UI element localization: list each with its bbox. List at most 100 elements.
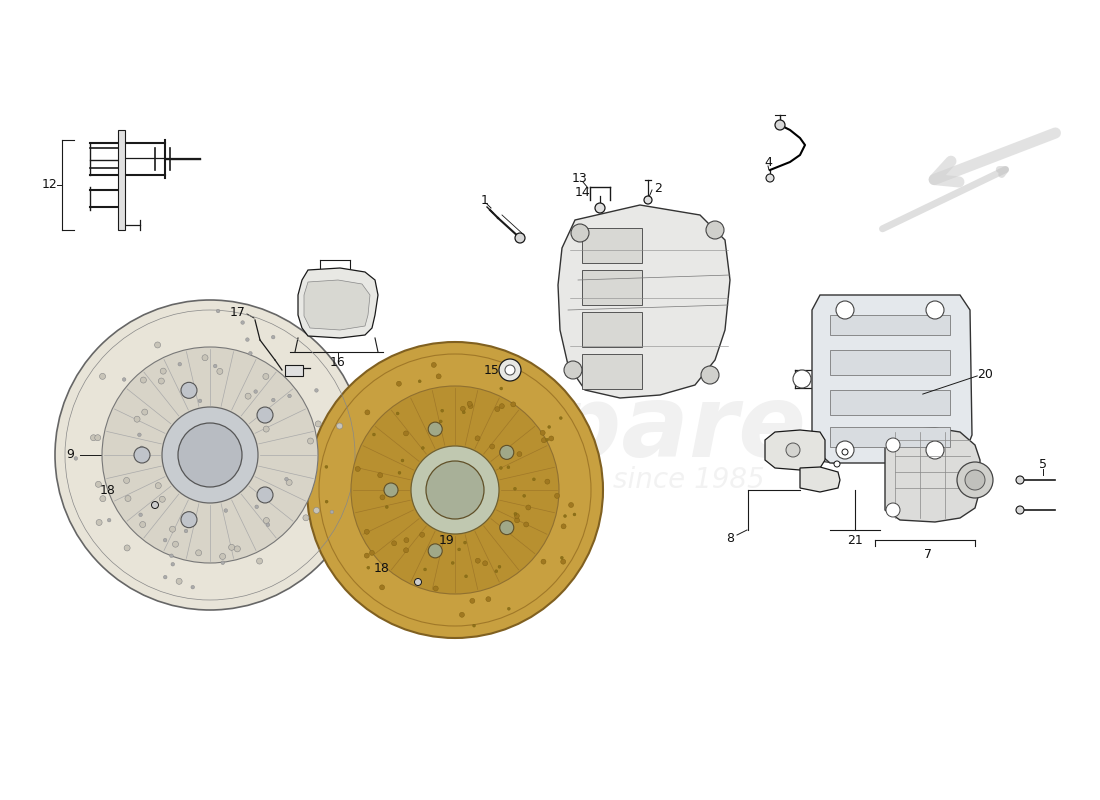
Bar — [285, 365, 303, 376]
Circle shape — [364, 530, 370, 534]
Circle shape — [384, 483, 398, 497]
Circle shape — [163, 538, 167, 542]
Circle shape — [499, 359, 521, 381]
Circle shape — [544, 479, 550, 484]
Circle shape — [74, 457, 78, 460]
Circle shape — [561, 524, 566, 529]
Circle shape — [507, 466, 510, 469]
Circle shape — [155, 342, 161, 348]
Circle shape — [155, 482, 162, 489]
Circle shape — [100, 496, 106, 502]
Circle shape — [141, 377, 146, 383]
Polygon shape — [764, 430, 825, 470]
Circle shape — [532, 478, 536, 481]
Circle shape — [217, 310, 220, 313]
Circle shape — [217, 368, 223, 374]
Circle shape — [319, 354, 591, 626]
Circle shape — [266, 414, 272, 420]
Circle shape — [1016, 506, 1024, 514]
Circle shape — [108, 518, 111, 522]
Circle shape — [490, 444, 495, 449]
Circle shape — [302, 514, 309, 521]
Circle shape — [379, 585, 385, 590]
Text: 16: 16 — [330, 355, 345, 369]
Circle shape — [766, 174, 774, 182]
Circle shape — [573, 513, 576, 516]
Circle shape — [548, 426, 551, 429]
Circle shape — [123, 478, 130, 483]
Circle shape — [404, 431, 408, 436]
Polygon shape — [886, 428, 980, 522]
Circle shape — [324, 466, 328, 468]
Circle shape — [483, 561, 487, 566]
Circle shape — [263, 426, 270, 432]
Circle shape — [392, 541, 397, 546]
Circle shape — [1016, 476, 1024, 484]
Circle shape — [505, 374, 509, 380]
Circle shape — [160, 496, 165, 502]
Circle shape — [499, 404, 505, 409]
Circle shape — [249, 351, 252, 355]
Circle shape — [178, 423, 242, 487]
Text: 18: 18 — [374, 562, 389, 574]
Circle shape — [644, 196, 652, 204]
Text: 21: 21 — [847, 534, 862, 546]
Circle shape — [102, 347, 318, 563]
Circle shape — [314, 507, 319, 514]
Circle shape — [96, 519, 102, 526]
Circle shape — [701, 366, 719, 384]
Circle shape — [473, 624, 475, 627]
Circle shape — [337, 423, 342, 429]
Circle shape — [514, 512, 517, 515]
Circle shape — [164, 575, 167, 579]
Circle shape — [415, 578, 421, 586]
Polygon shape — [800, 467, 840, 492]
Circle shape — [272, 398, 275, 402]
Circle shape — [499, 466, 503, 470]
Circle shape — [241, 321, 244, 324]
Circle shape — [96, 482, 101, 487]
Circle shape — [563, 514, 566, 518]
Circle shape — [510, 402, 516, 407]
Circle shape — [402, 459, 404, 462]
Circle shape — [142, 451, 147, 458]
Circle shape — [122, 378, 125, 382]
Text: 20: 20 — [977, 369, 993, 382]
Circle shape — [507, 607, 510, 610]
Circle shape — [461, 406, 465, 411]
Circle shape — [220, 554, 225, 559]
Text: 4: 4 — [764, 155, 772, 169]
Circle shape — [540, 430, 546, 435]
Bar — [582, 354, 642, 389]
Circle shape — [786, 443, 800, 457]
Circle shape — [428, 544, 442, 558]
Circle shape — [426, 461, 484, 519]
Text: 7: 7 — [924, 549, 932, 562]
Circle shape — [263, 374, 268, 379]
Circle shape — [515, 233, 525, 243]
Text: 13: 13 — [572, 171, 587, 185]
Circle shape — [595, 203, 605, 213]
Circle shape — [182, 512, 197, 528]
Circle shape — [315, 389, 318, 392]
Circle shape — [365, 410, 370, 415]
Circle shape — [173, 542, 178, 547]
Bar — [830, 315, 950, 335]
Text: 9: 9 — [66, 449, 74, 462]
Circle shape — [475, 436, 480, 441]
Circle shape — [571, 224, 588, 242]
Circle shape — [404, 538, 409, 542]
Circle shape — [124, 545, 130, 551]
Text: 17: 17 — [230, 306, 246, 318]
Circle shape — [169, 554, 174, 558]
Circle shape — [463, 541, 466, 544]
Circle shape — [202, 354, 208, 361]
Circle shape — [561, 559, 565, 564]
Bar — [582, 228, 642, 263]
Circle shape — [468, 402, 472, 406]
Bar — [582, 270, 642, 305]
Circle shape — [515, 514, 519, 518]
Circle shape — [370, 550, 374, 555]
Circle shape — [272, 335, 275, 339]
Circle shape — [886, 503, 900, 517]
